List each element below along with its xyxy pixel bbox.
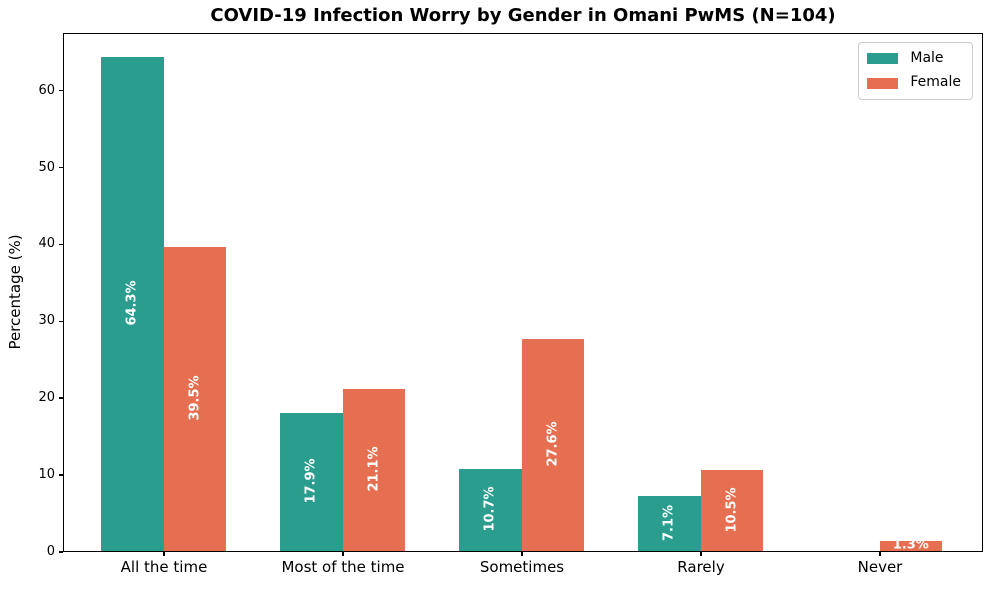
y-tick-label-50: 50 [38,159,55,175]
legend-swatch-female [867,77,899,89]
bar-value-label-female-all-the-time: 39.5% [187,375,203,421]
bar-female-sometimes [521,338,584,551]
y-tick-label-60: 60 [38,82,55,98]
y-tick-mark-30 [59,320,63,323]
legend-swatch-male [867,53,899,65]
y-tick-mark-10 [59,474,63,476]
y-tick-mark-20 [59,397,63,399]
bar-male-all-the-time [101,56,164,551]
bar-female-all-the-time [163,247,226,551]
x-tick-mark-never [879,552,881,556]
bar-value-label-female-rarely: 10.5% [724,487,740,533]
bar-male-most-of-the-time [280,413,343,551]
bar-value-label-female-most-of-the-time: 21.1% [366,446,382,492]
x-tick-label-most-of-the-time: Most of the time [281,558,405,576]
y-tick-label-20: 20 [38,390,55,406]
x-tick-mark-most-of-the-time [342,552,344,556]
legend-item-male: Male [867,50,961,66]
plot-area: Male Female 64.3% 39.5% 17.9% 21.1% 10.7% 27.… [63,33,983,553]
legend-item-female: Female [867,74,961,91]
y-tick-label-10: 10 [38,467,55,483]
x-tick-mark-all-the-time [163,552,165,556]
legend-label-female: Female [910,74,961,91]
bar-value-label-female-never: 1.3% [892,537,929,553]
chart-title: COVID-19 Infection Worry by Gender in Om… [210,5,836,26]
y-tick-label-0: 0 [46,544,55,559]
bar-value-label-male-most-of-the-time: 17.9% [303,458,319,504]
x-tick-label-all-the-time: All the time [120,558,208,576]
x-tick-label-never: Never [857,558,903,576]
x-tick-label-sometimes: Sometimes [479,558,565,576]
legend-label-male: Male [910,50,944,66]
bar-value-label-male-sometimes: 10.7% [482,486,498,532]
x-tick-mark-sometimes [521,552,523,556]
bar-male-sometimes [459,468,522,551]
bar-value-label-male-rarely: 7.1% [661,504,677,541]
y-tick-mark-0 [59,551,63,553]
bar-female-never [879,541,942,551]
bar-female-rarely [700,470,763,551]
y-axis-label: Percentage (%) [6,234,24,350]
y-tick-label-30: 30 [38,313,55,329]
y-tick-mark-60 [59,89,63,92]
legend: Male Female [858,42,973,100]
bar-male-rarely [638,496,701,551]
bar-value-label-female-sometimes: 27.6% [545,421,561,467]
x-tick-label-rarely: Rarely [677,558,725,576]
y-tick-mark-40 [59,243,63,246]
bar-value-label-male-all-the-time: 64.3% [124,280,140,326]
bar-female-most-of-the-time [342,388,405,551]
y-tick-mark-50 [59,166,63,169]
y-tick-label-40: 40 [38,236,55,252]
x-tick-mark-rarely [700,552,702,556]
